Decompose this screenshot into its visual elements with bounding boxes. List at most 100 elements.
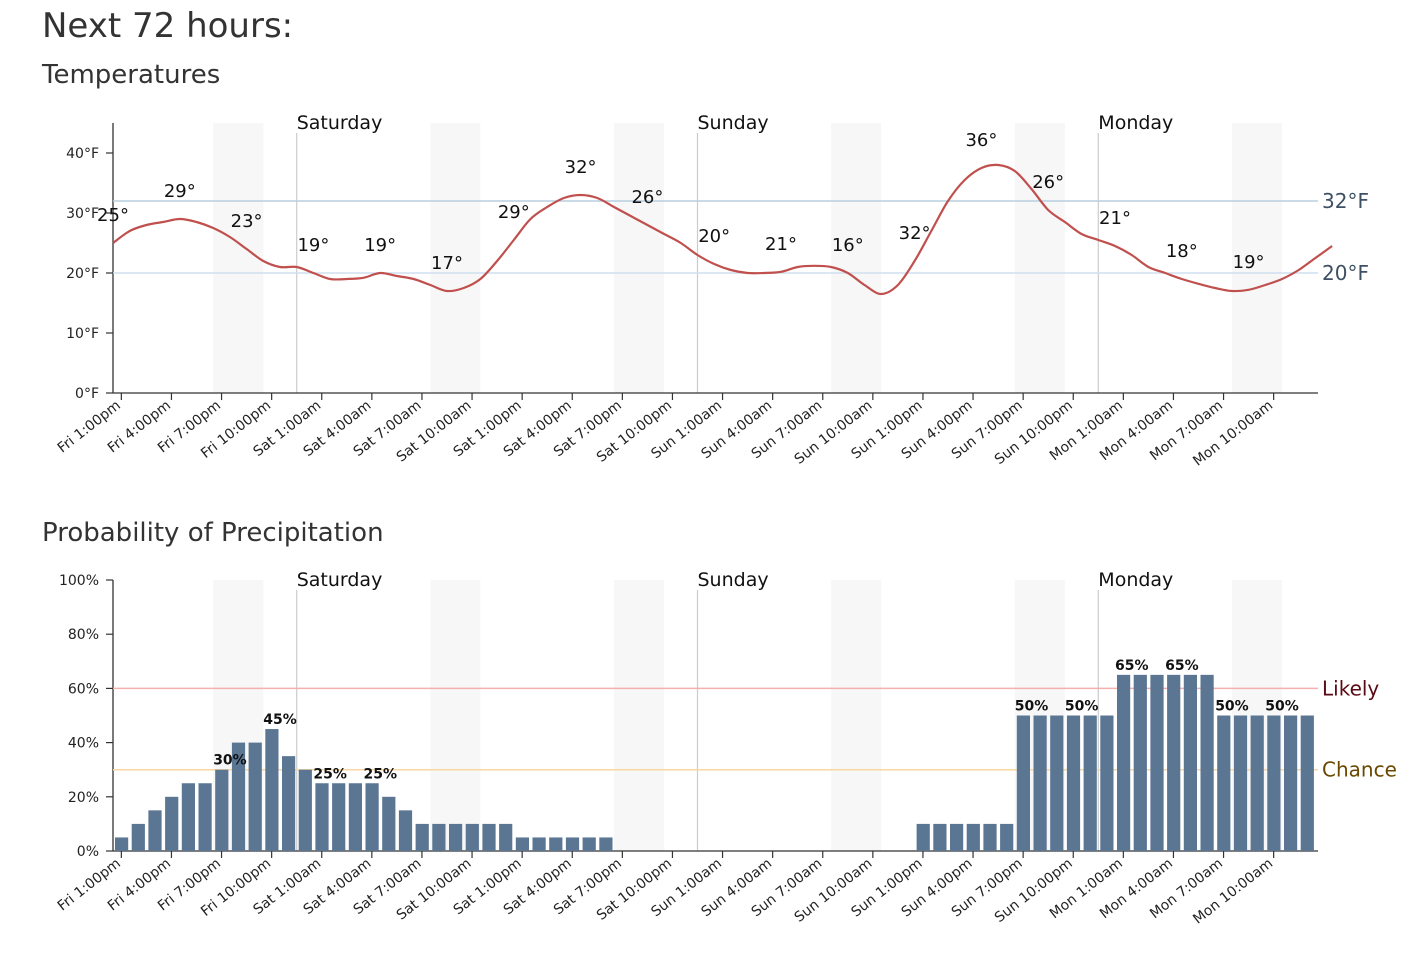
precip-bar: [515, 837, 529, 851]
precip-bar: [1066, 715, 1081, 851]
precip-data-label: 65%: [1115, 658, 1149, 674]
precip-bar: [1200, 674, 1214, 851]
precip-bar: [165, 796, 179, 851]
precip-bar: [231, 742, 246, 851]
temperature-data-label: 20°: [698, 226, 730, 247]
precip-data-label: 25%: [364, 766, 398, 782]
precip-bar: [1217, 715, 1231, 851]
temperature-data-label: 16°: [832, 235, 864, 256]
precip-bar: [1100, 715, 1114, 851]
day-label: Sunday: [698, 569, 769, 591]
precip-bar: [432, 823, 446, 851]
precip-bar: [148, 810, 162, 851]
y-tick-label: 100%: [59, 573, 99, 589]
precip-bar: [1233, 715, 1248, 851]
night-band: [614, 580, 665, 851]
precip-bar: [1083, 715, 1097, 851]
precip-data-label: 50%: [1065, 699, 1099, 715]
precip-bar: [115, 837, 129, 851]
precip-bar: [215, 769, 229, 851]
night-band: [430, 580, 481, 851]
temperature-data-label: 29°: [164, 181, 196, 202]
night-band: [213, 123, 264, 393]
precip-bar: [482, 823, 496, 851]
temperature-line: [112, 163, 1333, 296]
temperature-data-label: 19°: [1233, 252, 1265, 273]
temperature-data-label: 21°: [765, 234, 797, 255]
precip-data-label: 65%: [1165, 658, 1199, 674]
night-band: [1231, 123, 1282, 393]
precip-bar: [1250, 715, 1264, 851]
precip-bar: [282, 756, 296, 851]
temperature-data-label: 17°: [431, 253, 463, 274]
precip-bar: [198, 783, 212, 851]
night-band: [430, 123, 481, 393]
temperature-chart-title: Temperatures: [42, 60, 221, 90]
precip-bar: [983, 823, 997, 851]
precip-bar: [449, 823, 463, 851]
y-tick-label: 10°F: [66, 326, 99, 342]
precip-bar: [1133, 674, 1147, 851]
precip-bar: [582, 837, 596, 851]
y-tick-label: 40°F: [66, 146, 99, 162]
precip-data-label: 50%: [1015, 699, 1049, 715]
temperature-data-label: 32°: [565, 157, 597, 178]
precip-bar: [1167, 674, 1181, 851]
precip-bar: [1050, 715, 1064, 851]
precip-bar: [1267, 715, 1281, 851]
y-tick-label: 30°F: [66, 206, 99, 222]
precip-bar: [382, 796, 396, 851]
precip-bar: [599, 837, 613, 851]
precip-bar: [1000, 823, 1014, 851]
precip-bar: [1284, 715, 1298, 851]
y-tick-label: 80%: [68, 627, 99, 643]
temperature-data-label: 29°: [498, 202, 530, 223]
precip-bar: [415, 823, 429, 851]
reference-line-label: 20°F: [1322, 261, 1369, 285]
precip-data-label: 50%: [1265, 699, 1299, 715]
precip-data-label: 50%: [1215, 699, 1249, 715]
precip-data-label: 30%: [213, 753, 247, 769]
precipitation-chart-title: Probability of Precipitation: [42, 518, 384, 548]
temperature-data-label: 19°: [364, 235, 396, 256]
precip-bar: [950, 823, 964, 851]
reference-line-label: 32°F: [1322, 189, 1369, 213]
day-label: Monday: [1098, 569, 1173, 591]
precip-bar: [315, 783, 329, 851]
precip-bar: [181, 783, 195, 851]
temperature-data-label: 26°: [631, 187, 663, 208]
night-band: [614, 123, 665, 393]
temperature-data-label: 25°: [97, 205, 129, 226]
y-tick-label: 0%: [77, 844, 99, 860]
precip-data-label: 45%: [263, 712, 297, 728]
temperature-data-label: 36°: [965, 130, 997, 151]
precip-bar: [532, 837, 546, 851]
day-label: Saturday: [297, 569, 383, 591]
precip-bar: [1016, 715, 1030, 851]
temperature-data-label: 21°: [1099, 208, 1131, 229]
night-band: [831, 123, 882, 393]
precip-bar: [265, 729, 279, 851]
night-band: [831, 580, 882, 851]
precip-bar: [298, 769, 312, 851]
precip-bar: [549, 837, 563, 851]
precip-bar: [365, 783, 379, 851]
precip-bar: [348, 783, 362, 851]
precip-bar: [966, 823, 980, 851]
temperature-data-label: 18°: [1166, 241, 1198, 262]
precip-bar: [933, 823, 947, 851]
day-label: Monday: [1098, 112, 1173, 134]
precip-bar: [465, 823, 479, 851]
precip-bar: [1300, 715, 1314, 851]
y-tick-label: 40%: [68, 736, 99, 752]
temperature-data-label: 32°: [899, 223, 931, 244]
precip-bar: [916, 823, 930, 851]
precip-bar: [131, 823, 145, 851]
precip-bar: [499, 823, 513, 851]
night-band: [1014, 123, 1065, 393]
precip-bar: [1150, 674, 1164, 851]
precip-bar: [1033, 715, 1047, 851]
precip-bar: [1183, 674, 1197, 851]
temperature-data-label: 26°: [1032, 172, 1064, 193]
